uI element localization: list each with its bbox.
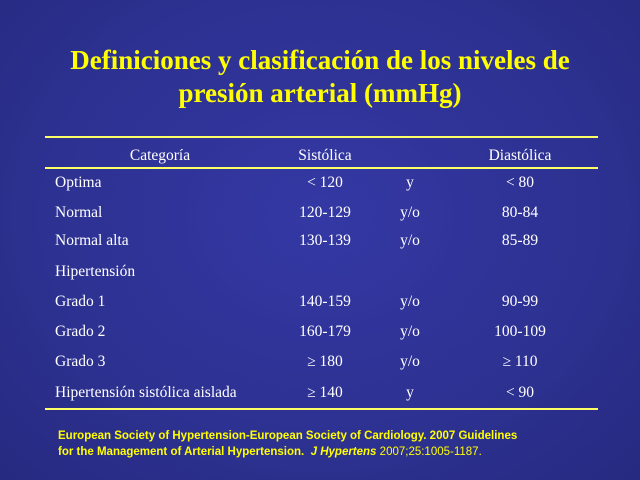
row-diastolic: 85-89 xyxy=(501,232,539,249)
row-category: Grado 3 xyxy=(55,353,106,370)
table-row: Optima < 120 y < 80 xyxy=(50,172,598,194)
table-header: Categoría Sistólica Diastólica xyxy=(50,145,598,167)
reference-line-2: for the Management of Arterial Hypertens… xyxy=(58,444,618,460)
table-row: Normal 120-129 y/o 80-84 xyxy=(50,202,598,224)
row-category: Hipertensión sistólica aislada xyxy=(55,384,237,401)
row-systolic: < 120 xyxy=(307,174,343,191)
reference-line-1: European Society of Hypertension-Europea… xyxy=(58,430,518,442)
title-line-2: presión arterial (mmHg) xyxy=(178,78,462,108)
header-diastolic: Diastólica xyxy=(488,147,552,164)
row-systolic: ≥ 180 xyxy=(307,353,343,370)
table-row: Normal alta 130-139 y/o 85-89 xyxy=(50,230,598,252)
title-line-1: Definiciones y clasificación de los nive… xyxy=(70,45,570,75)
table-row: Grado 2 160-179 y/o 100-109 xyxy=(50,321,598,343)
row-conjunction: y/o xyxy=(400,353,420,370)
row-diastolic: < 80 xyxy=(505,174,535,191)
row-category: Grado 2 xyxy=(55,323,106,340)
row-diastolic: 100-109 xyxy=(494,323,546,340)
table-bottom-rule xyxy=(45,408,598,410)
table-row: Hipertensión xyxy=(50,261,598,283)
table-row: Grado 1 140-159 y/o 90-99 xyxy=(50,291,598,313)
row-systolic: 160-179 xyxy=(299,323,351,340)
row-conjunction: y/o xyxy=(400,232,420,249)
row-conjunction: y/o xyxy=(400,204,420,221)
row-category: Hipertensión xyxy=(55,263,136,280)
header-systolic: Sistólica xyxy=(298,147,352,164)
row-diastolic: 80-84 xyxy=(501,204,539,221)
row-diastolic: ≥ 110 xyxy=(502,353,538,370)
reference-title-end: for the Management of Arterial Hypertens… xyxy=(58,446,305,458)
row-systolic: 140-159 xyxy=(299,293,351,310)
reference-volume: 2007;25:1005-1187. xyxy=(379,446,482,458)
table-top-rule xyxy=(45,136,598,138)
table-row: Grado 3 ≥ 180 y/o ≥ 110 xyxy=(50,351,598,373)
table-row: Hipertensión sistólica aislada ≥ 140 y <… xyxy=(50,382,598,404)
slide-title: Definiciones y clasificación de los nive… xyxy=(0,44,640,110)
row-conjunction: y/o xyxy=(400,323,420,340)
row-category: Normal alta xyxy=(55,232,129,249)
row-systolic: 130-139 xyxy=(299,232,351,249)
row-category: Grado 1 xyxy=(55,293,106,310)
row-systolic: 120-129 xyxy=(299,204,351,221)
table-header-rule xyxy=(45,167,598,169)
row-diastolic: 90-99 xyxy=(501,293,539,310)
reference-journal: J Hypertens xyxy=(310,446,377,458)
row-conjunction: y/o xyxy=(400,293,420,310)
reference-citation: European Society of Hypertension-Europea… xyxy=(58,428,618,460)
header-category: Categoría xyxy=(129,147,191,164)
row-conjunction: y xyxy=(406,174,414,191)
row-category: Normal xyxy=(55,204,103,221)
row-diastolic: < 90 xyxy=(505,384,535,401)
row-systolic: ≥ 140 xyxy=(307,384,343,401)
row-conjunction: y xyxy=(406,384,414,401)
row-category: Optima xyxy=(55,174,102,191)
